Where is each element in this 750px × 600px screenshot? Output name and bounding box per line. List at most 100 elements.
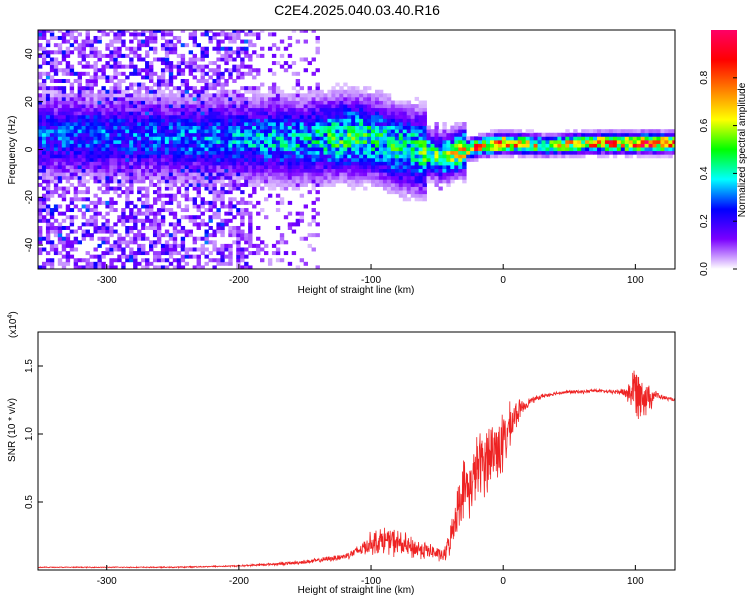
spectrogram-cell: [200, 122, 205, 126]
spectrogram-cell: [521, 136, 527, 141]
spectrogram-cell: [307, 107, 312, 112]
spectrogram-cell: [632, 147, 638, 152]
spectrogram-cell: [121, 53, 126, 58]
spectrogram-cell: [604, 129, 610, 134]
spectrogram-cell: [160, 215, 166, 220]
spectrogram-cell: [299, 157, 305, 162]
spectrogram-cell: [402, 182, 408, 187]
spectrogram-cell: [608, 143, 614, 148]
spectrogram-cell: [192, 100, 197, 105]
spectrogram-cell: [283, 114, 289, 119]
spectrogram-cell: [200, 118, 205, 123]
spectrogram-x-ticks: -300 -200 -100 0 100: [97, 264, 644, 286]
spectrogram-cell: [335, 93, 340, 98]
spectrogram-cell: [101, 240, 106, 245]
spectrogram-cell: [117, 186, 122, 191]
spectrogram-cell: [65, 251, 71, 256]
spectrogram-cell: [200, 154, 205, 159]
spectrogram-cell: [125, 193, 130, 198]
spectrogram-cell: [616, 136, 622, 141]
spectrogram-cell: [577, 136, 582, 141]
spectrogram-cell: [228, 258, 233, 263]
spectrogram-cell: [275, 143, 281, 148]
spectrogram-cell: [53, 186, 59, 191]
spectrogram-cell: [160, 161, 166, 166]
spectrogram-cell: [323, 154, 328, 159]
spectrogram-cell: [331, 161, 336, 166]
spectrogram-cell: [505, 132, 511, 137]
spectrogram-cell: [236, 136, 241, 141]
spectrogram-cell: [180, 254, 186, 259]
spectrogram-cell: [363, 111, 368, 116]
spectrogram-cell: [256, 122, 261, 126]
spectrogram-cell: [156, 218, 162, 223]
spectrogram-cell: [97, 186, 102, 191]
spectrogram-cell: [81, 39, 86, 44]
spectrogram-cell: [105, 200, 110, 205]
spectrogram-cell: [117, 64, 122, 69]
spectrogram-cell: [378, 129, 384, 134]
spectrogram-cell: [390, 104, 396, 109]
spectrogram-cell: [168, 122, 174, 126]
spectrogram-cell: [236, 107, 241, 112]
spectrogram-cell: [89, 125, 94, 130]
spectrogram-cell: [77, 161, 83, 166]
spectrogram-cell: [260, 107, 265, 112]
spectrogram-cell: [188, 143, 194, 148]
spectrogram-cell: [188, 50, 194, 55]
spectrogram-cell: [283, 165, 289, 170]
spectrogram-cell: [248, 107, 253, 112]
spectrogram-cell: [426, 139, 431, 144]
spectrogram-cell: [61, 32, 67, 37]
spectrogram-cell: [628, 129, 634, 134]
spectrogram-cell: [168, 107, 174, 112]
spectrogram-cell: [505, 129, 511, 134]
spectrogram-cell: [529, 154, 534, 159]
spectrogram-cell: [248, 193, 253, 198]
spectrogram-cell: [204, 89, 209, 94]
spectrogram-cell: [422, 139, 427, 144]
spectrogram-cell: [303, 175, 309, 180]
spectrogram-cell: [77, 179, 83, 184]
spectrogram-cell: [200, 104, 205, 109]
spectrogram-cell: [418, 197, 423, 202]
spectrogram-cell: [200, 114, 205, 119]
spectrogram-cell: [236, 71, 241, 76]
spectrogram-cell: [493, 132, 499, 137]
spectrogram-cell: [129, 179, 134, 184]
spectrogram-cell: [156, 78, 162, 83]
spectrogram-cell: [164, 240, 170, 245]
spectrogram-cell: [462, 147, 467, 152]
spectrogram-cell: [41, 114, 47, 119]
spectrogram-cell: [188, 32, 194, 37]
spectrogram-cell: [390, 118, 396, 123]
spectrogram-cell: [252, 129, 257, 134]
spectrogram-cell: [101, 222, 106, 227]
spectrogram-cell: [93, 104, 98, 109]
spectrogram-cell: [156, 136, 162, 141]
spectrogram-cell: [335, 111, 340, 116]
spectrogram-cell: [57, 132, 63, 137]
spectrogram-cell: [133, 122, 138, 126]
spectrogram-cell: [311, 150, 316, 155]
spectrogram-cell: [93, 118, 98, 123]
spectrogram-cell: [121, 168, 126, 173]
spectrogram-cell: [129, 50, 134, 55]
spectrogram-cell: [77, 125, 83, 130]
spectrogram-cell: [228, 197, 233, 202]
spectrogram-cell: [93, 254, 98, 259]
spectrogram-cell: [398, 161, 404, 166]
spectrogram-cell: [347, 154, 352, 159]
spectrogram-cell: [85, 43, 90, 48]
spectrogram-cell: [240, 136, 245, 141]
spectrogram-cell: [256, 53, 261, 58]
spectrogram-cell: [351, 107, 356, 112]
spectrogram-cell: [271, 118, 277, 123]
spectrogram-cell: [164, 129, 170, 134]
spectrogram-cell: [640, 132, 646, 137]
spectrogram-cell: [125, 86, 130, 91]
spectrogram-cell: [501, 136, 507, 141]
spectrogram-cell: [450, 154, 455, 159]
spectrogram-cell: [271, 161, 277, 166]
spectrogram-cell: [458, 157, 463, 162]
